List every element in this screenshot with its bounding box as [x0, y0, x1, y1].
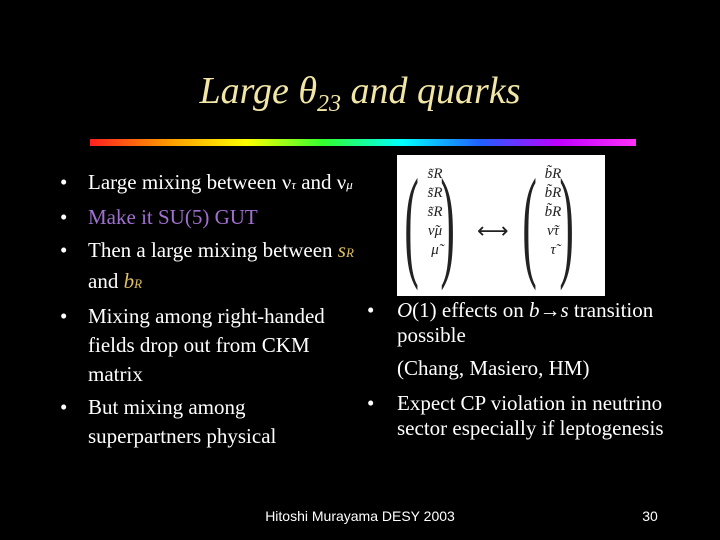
bullet-dot: • — [60, 170, 68, 194]
matrix-figure: ( s̃R s̃R s̃R ν̃μ μ̃ ) ⟷ ( b̃R b̃R b̃R ν… — [397, 155, 605, 296]
title-theta: θ — [298, 70, 318, 112]
title-subscript: 23 — [317, 91, 342, 117]
bullet-item: • Expect CP violation in neutrino sector… — [367, 391, 664, 440]
bullet-item: • But mixing among superpartners physica… — [60, 395, 277, 448]
bullet-dot: • — [367, 391, 375, 415]
matrix-left-column: s̃R s̃R s̃R ν̃μ μ̃ — [427, 166, 443, 258]
slide-title: Large θ23 and quarks — [0, 66, 720, 129]
left-paren-close: ) — [440, 154, 455, 291]
right-paren-open: ( — [522, 154, 537, 291]
bullet-dot: • — [367, 298, 375, 322]
bullet-dot: • — [60, 395, 68, 419]
bullet-dot: • — [60, 205, 68, 229]
bullet-item: • Then a large mixing between sR and bR — [60, 238, 354, 293]
footer-text: Hitoshi Murayama DESY 2003 — [265, 508, 455, 524]
citation: (Chang, Masiero, HM) — [397, 356, 590, 380]
page-number: 30 — [642, 508, 658, 524]
bullet-item: • Large mixing between ντ and νμ — [60, 168, 360, 199]
left-paren-open: ( — [404, 154, 419, 291]
bullet-item: • Mixing among right-handed fields drop … — [60, 304, 325, 386]
title-prefix: Large — [199, 70, 299, 112]
title-suffix: and quarks — [341, 70, 521, 112]
right-paren-close: ) — [559, 154, 574, 291]
bullet-item: • Make it SU(5) GUT — [60, 203, 360, 232]
bullet-item: • O(1) effects on b→s transition possibl… — [367, 298, 654, 347]
rainbow-divider — [90, 139, 636, 146]
right-bullet-list: • O(1) effects on b→s transition possibl… — [367, 298, 677, 441]
left-bullet-list: • Large mixing between ντ and νμ • Make … — [60, 168, 360, 455]
matrix-right-column: b̃R b̃R b̃R ν̃τ τ̃ — [544, 166, 562, 258]
bullet-dot: • — [60, 238, 68, 262]
bullet-dot: • — [60, 304, 68, 328]
double-arrow-icon: ⟷ — [477, 219, 509, 244]
